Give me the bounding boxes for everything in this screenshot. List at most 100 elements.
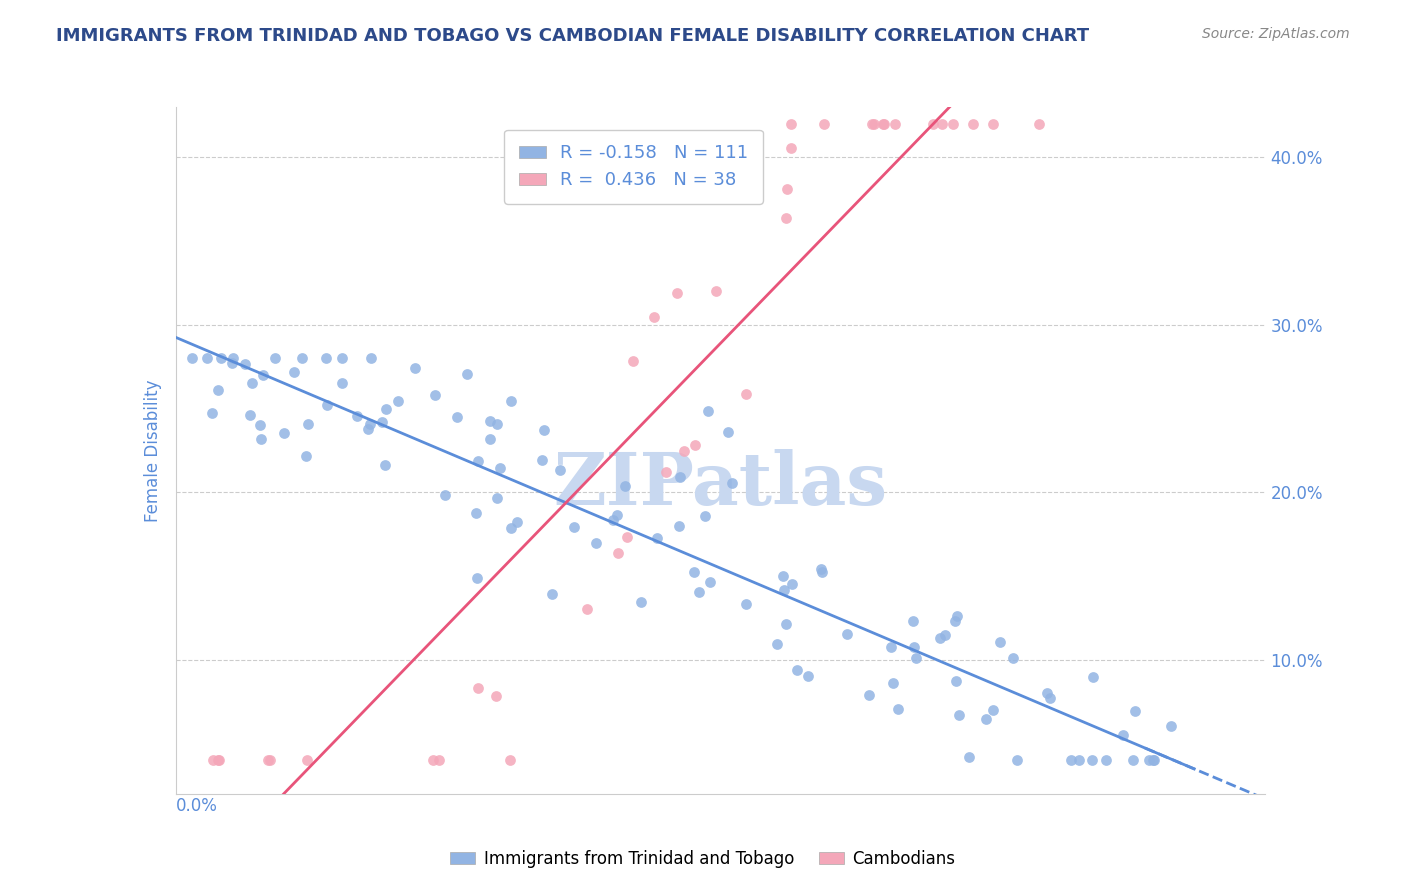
Point: [699, 574, 721, 589]
Point: [655, 465, 678, 479]
Point: [797, 669, 820, 683]
Point: [1122, 753, 1144, 767]
Point: [666, 285, 689, 300]
Point: [239, 408, 262, 422]
Point: [316, 398, 339, 412]
Point: [873, 117, 896, 131]
Point: [531, 453, 554, 467]
Point: [1036, 686, 1059, 700]
Point: [208, 753, 231, 767]
Point: [813, 117, 835, 131]
Point: [240, 376, 263, 391]
Point: [295, 450, 318, 464]
Point: [948, 707, 970, 722]
Point: [668, 518, 690, 533]
Text: ZIPatlas: ZIPatlas: [554, 450, 887, 520]
Point: [683, 438, 706, 452]
Point: [647, 531, 669, 545]
Point: [548, 463, 571, 477]
Point: [1139, 753, 1161, 767]
Point: [387, 393, 409, 408]
Point: [704, 284, 727, 298]
Point: [945, 674, 967, 689]
Point: [1112, 728, 1135, 742]
Point: [478, 432, 501, 446]
Point: [283, 365, 305, 379]
Point: [616, 530, 638, 544]
Point: [782, 577, 804, 591]
Point: [720, 475, 742, 490]
Point: [264, 351, 287, 366]
Point: [837, 627, 859, 641]
Point: [682, 566, 704, 580]
Point: [630, 595, 652, 609]
Point: [1142, 753, 1164, 767]
Point: [602, 513, 624, 527]
Point: [222, 351, 245, 366]
Point: [882, 675, 904, 690]
Point: [446, 409, 468, 424]
Point: [499, 753, 522, 767]
Point: [1143, 753, 1166, 767]
Point: [422, 753, 444, 767]
Point: [533, 423, 555, 437]
Point: [256, 753, 278, 767]
Point: [775, 617, 797, 632]
Point: [456, 367, 478, 381]
Text: IMMIGRANTS FROM TRINIDAD AND TOBAGO VS CAMBODIAN FEMALE DISABILITY CORRELATION C: IMMIGRANTS FROM TRINIDAD AND TOBAGO VS C…: [56, 27, 1090, 45]
Point: [673, 444, 696, 458]
Point: [945, 608, 967, 623]
Point: [772, 582, 794, 597]
Point: [465, 571, 488, 585]
Point: [934, 628, 956, 642]
Point: [606, 508, 628, 522]
Point: [1005, 753, 1028, 767]
Point: [489, 461, 512, 475]
Text: Source: ZipAtlas.com: Source: ZipAtlas.com: [1202, 27, 1350, 41]
Point: [1080, 753, 1102, 767]
Point: [981, 703, 1004, 717]
Point: [330, 351, 353, 366]
Point: [374, 458, 396, 472]
Point: [201, 753, 224, 767]
Point: [695, 508, 717, 523]
Point: [315, 351, 337, 366]
Point: [929, 632, 952, 646]
Point: [643, 310, 665, 324]
Point: [988, 634, 1011, 648]
Point: [485, 417, 508, 431]
Point: [942, 117, 965, 131]
Point: [962, 117, 984, 131]
Point: [433, 488, 456, 502]
Point: [607, 546, 630, 560]
Point: [273, 425, 295, 440]
Point: [1067, 753, 1090, 767]
Point: [330, 376, 353, 391]
Point: [425, 388, 447, 402]
Point: [346, 409, 368, 423]
Point: [404, 360, 426, 375]
Point: [479, 414, 502, 428]
Point: [1001, 651, 1024, 665]
Point: [360, 351, 382, 366]
Point: [775, 211, 797, 225]
Point: [467, 453, 489, 467]
Point: [252, 368, 274, 383]
Point: [576, 602, 599, 616]
Point: [811, 565, 834, 579]
Point: [887, 702, 910, 716]
Legend: Immigrants from Trinidad and Tobago, Cambodians: Immigrants from Trinidad and Tobago, Cam…: [444, 844, 962, 875]
Text: 0.0%: 0.0%: [176, 797, 218, 815]
Point: [775, 182, 797, 196]
Point: [772, 569, 794, 583]
Point: [883, 117, 905, 131]
Point: [780, 141, 803, 155]
Point: [810, 562, 832, 576]
Point: [863, 117, 886, 131]
Point: [922, 117, 945, 131]
Point: [872, 117, 894, 131]
Point: [371, 416, 394, 430]
Point: [1060, 753, 1083, 767]
Point: [905, 650, 928, 665]
Point: [621, 354, 644, 368]
